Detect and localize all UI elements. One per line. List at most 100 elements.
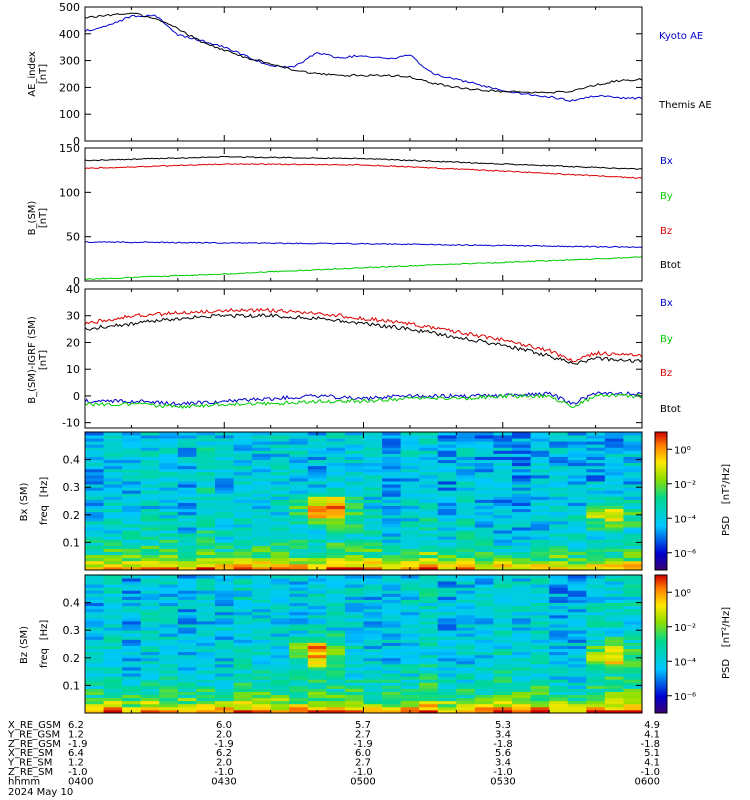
ephemeris-value: -1.0: [640, 767, 660, 778]
spectrogram-cell: [623, 642, 643, 646]
spectrogram-cell: [233, 474, 253, 479]
spectrogram-cell: [103, 700, 123, 705]
spectrogram-cell: [437, 651, 457, 656]
spectrogram-cell: [140, 639, 160, 643]
spectrogram-cell: [437, 627, 457, 631]
spectrogram-cell: [586, 581, 606, 585]
spectrogram-cell: [85, 551, 104, 556]
spectrogram-cell: [344, 563, 364, 568]
spectrogram-cell: [214, 679, 234, 683]
spectrogram-cell: [382, 599, 402, 603]
spectrogram-cell: [177, 441, 197, 445]
spectrogram-cell: [233, 432, 253, 436]
spectrogram-cell: [344, 639, 364, 643]
spectrogram-cell: [382, 496, 402, 500]
spectrogram-cell: [512, 563, 531, 568]
spectrogram-cell: [474, 694, 494, 699]
spectrogram-cell: [196, 520, 216, 525]
spectrogram-cell: [530, 581, 550, 585]
spectrogram-cell: [363, 682, 383, 686]
spectrogram-cell: [419, 539, 439, 543]
spectrogram-cell: [623, 605, 643, 610]
spectrogram-cell: [567, 566, 587, 571]
spectrogram-cell: [623, 551, 643, 556]
spectrogram-cell: [586, 554, 606, 559]
spectrogram-cell: [103, 670, 123, 674]
spectrogram-cell: [233, 435, 253, 439]
spectrogram-cell: [196, 584, 216, 588]
spectrogram-cell: [586, 578, 606, 582]
spectrogram-cell: [85, 660, 104, 665]
spectrogram-cell: [437, 590, 457, 594]
spectrogram-cell: [122, 539, 142, 543]
spectrogram-cell: [549, 654, 569, 659]
spectrogram-cell: [567, 551, 587, 556]
spectrogram-cell: [456, 627, 476, 631]
spectrogram-cell: [103, 450, 123, 454]
spectrogram-cell: [307, 608, 327, 613]
spectrogram-cell: [214, 484, 234, 488]
spectrogram-cell: [437, 642, 457, 646]
spectrogram-cell: [177, 487, 197, 491]
spectrogram-cell: [270, 474, 290, 479]
spectrogram-cell: [419, 487, 439, 491]
spectrogram-cell: [344, 478, 364, 482]
spectrogram-cell: [567, 536, 587, 540]
spectrogram-cell: [549, 517, 569, 522]
spectrogram-cell: [289, 630, 309, 634]
spectrogram-cell: [140, 447, 160, 451]
spectrogram-cell: [549, 688, 569, 692]
spectrogram-cell: [604, 602, 624, 607]
spectrogram-cell: [400, 694, 420, 699]
spectrogram-cell: [586, 602, 606, 607]
spectrogram-cell: [493, 630, 513, 634]
spectrogram-cell: [437, 499, 457, 503]
spectrogram-cell: [85, 441, 104, 445]
spectrogram-cell: [586, 682, 606, 686]
spectrogram-cell: [307, 527, 327, 531]
spectrogram-cell: [326, 496, 346, 500]
spectrogram-cell: [85, 444, 104, 448]
spectrogram-cell: [307, 596, 327, 600]
spectrogram-cell: [474, 465, 494, 470]
spectrogram-cell: [307, 679, 327, 683]
spectrogram-cell: [493, 605, 513, 610]
spectrogram-cell: [623, 481, 643, 485]
spectrogram-cell: [382, 542, 402, 546]
spectrogram-cell: [493, 508, 513, 513]
spectrogram-cell: [419, 648, 439, 653]
ephemeris-value: 5.3: [495, 720, 511, 731]
spectrogram-cell: [196, 478, 216, 482]
spectrogram-cell: [530, 566, 550, 571]
spectrogram-cell: [344, 657, 364, 662]
spectrogram-cell: [363, 487, 383, 491]
spectrogram-cell: [400, 611, 420, 616]
spectrogram-cell: [474, 709, 494, 714]
spectrogram-cell: [122, 691, 142, 695]
spectrogram-cell: [326, 608, 346, 613]
spectrogram-cell: [437, 468, 457, 473]
spectrogram-cell: [326, 432, 346, 436]
spectrogram-cell: [493, 548, 513, 552]
spectrogram-cell: [512, 685, 531, 689]
spectrogram-cell: [214, 611, 234, 616]
spectrogram-cell: [604, 667, 624, 671]
spectrogram-cell: [326, 524, 346, 528]
spectrogram-cell: [493, 667, 513, 671]
series-line-bz: [84, 163, 643, 179]
spectrogram-cell: [214, 438, 234, 442]
spectrogram-cell: [85, 593, 104, 597]
spectrogram-cell: [140, 630, 160, 634]
spectrogram-cell: [530, 670, 550, 674]
spectrogram-cell: [363, 493, 383, 497]
spectrogram-cell: [567, 694, 587, 699]
spectrogram-cell: [326, 453, 346, 457]
spectrogram-cell: [567, 697, 587, 702]
spectrogram-cell: [586, 639, 606, 643]
spectrogram-cell: [604, 621, 624, 625]
spectrogram-cell: [85, 435, 104, 439]
spectrogram-cell: [233, 670, 253, 674]
spectrogram-cell: [344, 624, 364, 628]
spectrogram-cell: [456, 657, 476, 662]
spectrogram-cell: [159, 533, 179, 537]
